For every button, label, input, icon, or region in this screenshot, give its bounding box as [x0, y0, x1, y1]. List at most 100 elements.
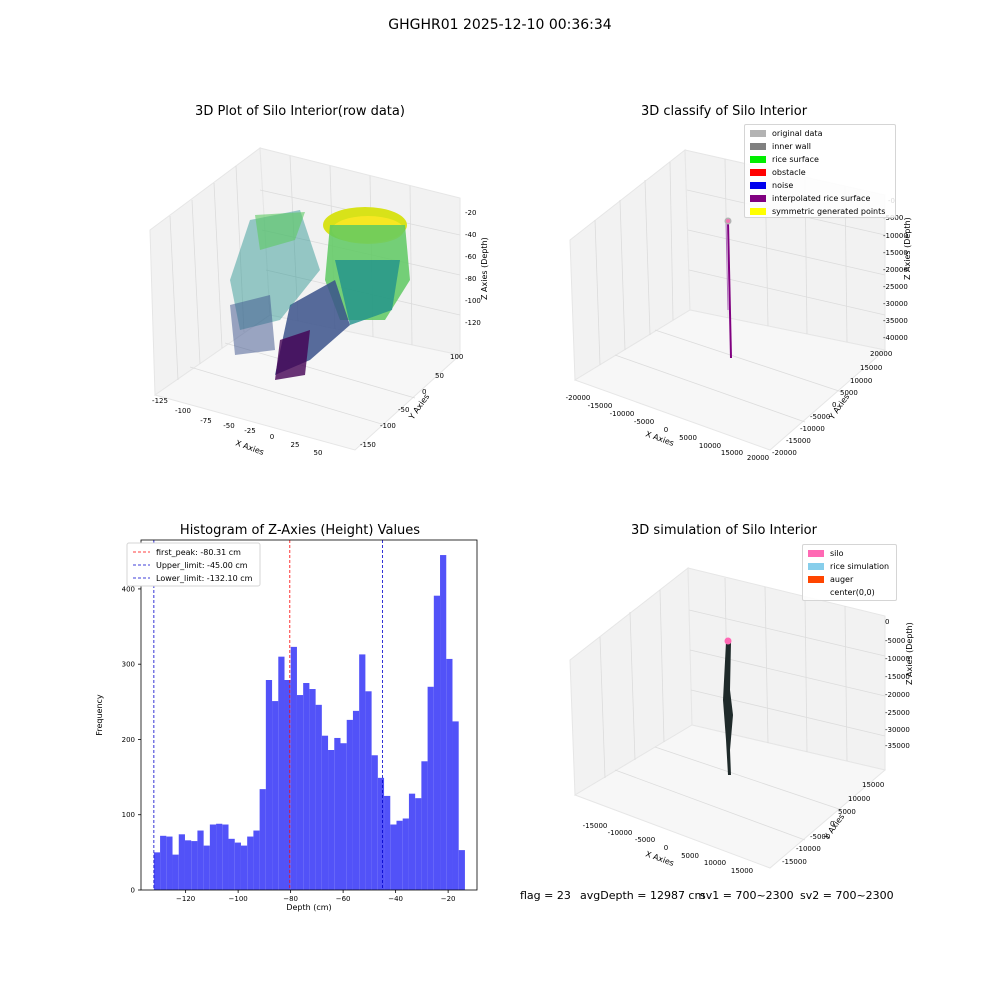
legend-label: inner wall	[772, 142, 812, 151]
y-tick-label: 200	[122, 736, 135, 744]
legend-swatch	[808, 576, 824, 583]
legend-entry: rice simulation	[803, 560, 896, 573]
classify-point-cloud	[724, 217, 732, 359]
legend-entry: center(0,0)	[803, 586, 896, 599]
legend-swatch	[750, 130, 766, 137]
histogram-bar	[402, 818, 409, 890]
legend-label: interpolated rice surface	[772, 194, 871, 203]
histogram-chart: −120 −100 −80 −60 −40 −20 0 100 200 300 400 Depth…	[95, 539, 478, 912]
raw-x-tick: -100	[175, 407, 191, 415]
classify-z-tick: -30000	[883, 300, 908, 308]
x-tick-label: −100	[229, 895, 248, 903]
raw-3d-plot: -125 -100 -75 -50 -25 0 25 50 X Axies 10…	[149, 147, 489, 457]
classify-3d-plot: -20000 -15000 -10000 -5000 0 5000 10000 …	[566, 148, 912, 460]
classify-z-tick: -10000	[883, 232, 908, 240]
classify-legend: original data inner wall rice surface obsta…	[744, 124, 896, 218]
histogram-bar	[284, 680, 291, 890]
simulation-z-tick: -30000	[885, 726, 910, 734]
histogram-bars	[153, 555, 465, 890]
y-tick-label: 400	[122, 585, 135, 593]
raw-x-tick: -125	[152, 397, 168, 405]
legend-label: obstacle	[772, 168, 806, 177]
classify-y-tick: -5000	[810, 413, 830, 421]
histogram-bar	[390, 824, 397, 890]
legend-label: noise	[772, 181, 794, 190]
histogram-title: Histogram of Z-Axies (Height) Values	[179, 523, 421, 538]
x-tick-label: −40	[388, 895, 403, 903]
classify-y-tick: -15000	[786, 437, 811, 445]
histogram-bar	[153, 852, 161, 890]
histogram-bar	[290, 646, 297, 890]
histogram-y-ticks: 0 100 200 300 400	[122, 585, 141, 895]
classify-y-tick: 5000	[840, 389, 858, 397]
raw-z-tick: -20	[465, 209, 476, 217]
legend-label: auger	[830, 575, 854, 584]
histogram-bar	[259, 789, 266, 890]
legend-swatch	[750, 208, 766, 215]
simulation-z-tick: 0	[885, 618, 889, 626]
histogram-bar	[160, 835, 167, 890]
raw-y-tick: -150	[360, 441, 376, 449]
histogram-bar	[296, 695, 304, 890]
raw-x-tick: 0	[270, 433, 274, 441]
simulation-plot-title: 3D simulation of Silo Interior	[631, 523, 817, 538]
classify-z-tick: -40000	[883, 334, 908, 342]
legend-entry: silo	[803, 547, 896, 560]
histogram-bar	[228, 838, 235, 890]
classify-x-tick: -15000	[588, 402, 613, 410]
histogram-bar	[433, 595, 441, 890]
histogram-bar	[359, 654, 366, 890]
raw-x-label: X Axies	[234, 438, 265, 457]
histogram-bar	[396, 820, 403, 890]
simulation-x-label: X Axies	[644, 849, 675, 868]
simulation-3d-plot: -15000 -10000 -5000 0 5000 10000 15000 X…	[569, 566, 914, 875]
histogram-bar	[427, 686, 434, 890]
legend-swatch	[750, 182, 766, 189]
histogram-bar	[346, 719, 353, 890]
simulation-z-tick: -25000	[885, 709, 910, 717]
histogram-bar	[458, 850, 465, 890]
simulation-legend: silo rice simulation auger center(0,0)	[802, 544, 897, 601]
simulation-y-tick: -10000	[796, 845, 821, 853]
classify-z-tick: -15000	[883, 249, 908, 257]
histogram-bar	[203, 845, 210, 890]
histogram-bar	[209, 824, 217, 890]
histogram-bar	[178, 834, 185, 890]
simulation-x-tick: 10000	[704, 859, 726, 867]
legend-swatch	[750, 156, 766, 163]
classify-plot-title: 3D classify of Silo Interior	[640, 104, 808, 119]
raw-z-label: Z Axies (Depth)	[480, 237, 489, 300]
legend-entry: original data	[745, 127, 895, 140]
figure-title: GHGHR01 2025-12-10 00:36:34	[388, 17, 612, 33]
legend-swatch	[808, 589, 824, 596]
histogram-bar	[352, 710, 360, 890]
raw-y-tick: 100	[450, 353, 463, 361]
legend-swatch	[750, 169, 766, 176]
y-tick-label: 100	[122, 811, 135, 819]
histogram-bar	[265, 680, 273, 890]
legend-swatch	[750, 143, 766, 150]
histogram-bar	[166, 836, 173, 890]
sv2-value: sv2 = 700~2300	[800, 889, 894, 902]
simulation-y-tick: -5000	[810, 833, 830, 841]
simulation-z-tick: -5000	[885, 637, 905, 645]
legend-label: silo	[830, 549, 844, 558]
histogram-bar	[247, 836, 254, 890]
legend-swatch	[808, 550, 824, 557]
classify-y-tick: 10000	[850, 377, 872, 385]
raw-z-tick: -100	[465, 297, 481, 305]
histogram-bar	[191, 841, 198, 890]
simulation-z-tick: -10000	[885, 655, 910, 663]
legend-entry: inner wall	[745, 140, 895, 153]
histogram-bar	[197, 830, 204, 890]
histogram-bar	[340, 743, 347, 890]
classify-x-tick: -20000	[566, 394, 591, 402]
legend-entry: rice surface	[745, 153, 895, 166]
x-tick-label: −60	[336, 895, 351, 903]
raw-y-tick: 0	[422, 388, 426, 396]
histogram-bar	[309, 689, 316, 890]
avg-depth-value: avgDepth = 12987 cm	[580, 889, 706, 902]
histogram-bar	[321, 735, 329, 890]
simulation-body	[723, 637, 733, 775]
histogram-bar	[421, 761, 428, 890]
